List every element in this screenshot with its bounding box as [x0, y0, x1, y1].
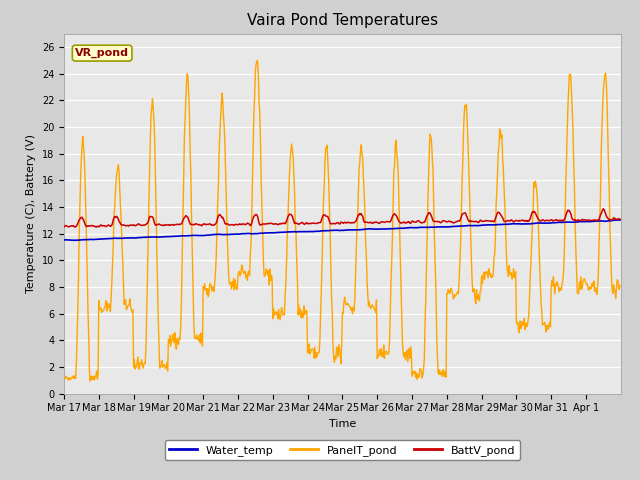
- Legend: Water_temp, PanelT_pond, BattV_pond: Water_temp, PanelT_pond, BattV_pond: [165, 440, 520, 460]
- Text: VR_pond: VR_pond: [75, 48, 129, 58]
- X-axis label: Time: Time: [329, 419, 356, 429]
- Y-axis label: Temperature (C), Battery (V): Temperature (C), Battery (V): [26, 134, 36, 293]
- Title: Vaira Pond Temperatures: Vaira Pond Temperatures: [247, 13, 438, 28]
